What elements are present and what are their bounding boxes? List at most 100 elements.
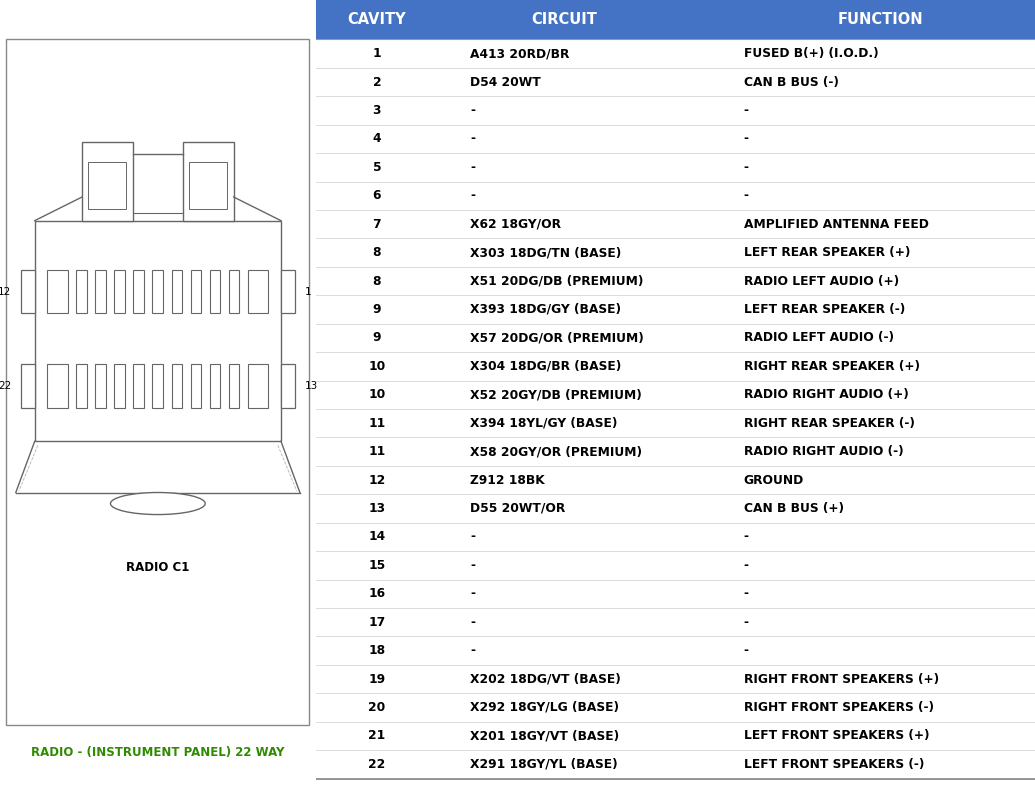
Text: 5: 5 [373, 161, 381, 174]
Ellipse shape [111, 492, 205, 515]
Bar [48, 365, 68, 408]
Text: -: - [744, 587, 748, 600]
Text: 8: 8 [373, 274, 381, 288]
Text: GROUND: GROUND [744, 474, 804, 486]
Text: X58 20GY/OR (PREMIUM): X58 20GY/OR (PREMIUM) [470, 445, 643, 458]
Bar [21, 365, 35, 408]
Text: -: - [744, 559, 748, 572]
Text: 13: 13 [304, 381, 318, 391]
Text: X202 18DG/VT (BASE): X202 18DG/VT (BASE) [470, 672, 621, 686]
Text: 21: 21 [368, 730, 385, 742]
Text: LEFT FRONT SPEAKERS (+): LEFT FRONT SPEAKERS (+) [744, 730, 929, 742]
Text: 4: 4 [373, 132, 381, 146]
Text: 8: 8 [373, 246, 381, 259]
Text: 6: 6 [373, 189, 381, 203]
Text: X62 18GY/OR: X62 18GY/OR [470, 217, 561, 231]
Bar [316, 0, 1035, 39]
Text: X291 18GY/YL (BASE): X291 18GY/YL (BASE) [470, 758, 618, 771]
Text: -: - [470, 132, 475, 146]
Bar [190, 365, 202, 408]
Text: 9: 9 [373, 332, 381, 344]
Text: X292 18GY/LG (BASE): X292 18GY/LG (BASE) [470, 701, 619, 714]
Text: 20: 20 [368, 701, 385, 714]
Text: 12: 12 [368, 474, 385, 486]
Bar [210, 269, 220, 313]
Text: LEFT REAR SPEAKER (+): LEFT REAR SPEAKER (+) [744, 246, 910, 259]
Text: 10: 10 [368, 360, 385, 373]
Bar [152, 365, 164, 408]
Text: X394 18YL/GY (BASE): X394 18YL/GY (BASE) [470, 417, 618, 429]
Text: RIGHT FRONT SPEAKERS (-): RIGHT FRONT SPEAKERS (-) [744, 701, 934, 714]
Text: D55 20WT/OR: D55 20WT/OR [470, 502, 565, 515]
Text: A413 20RD/BR: A413 20RD/BR [470, 47, 569, 60]
Bar [172, 269, 182, 313]
Text: X52 20GY/DB (PREMIUM): X52 20GY/DB (PREMIUM) [470, 388, 642, 401]
Text: RADIO - (INSTRUMENT PANEL) 22 WAY: RADIO - (INSTRUMENT PANEL) 22 WAY [31, 746, 285, 759]
Text: X304 18DG/BR (BASE): X304 18DG/BR (BASE) [470, 360, 622, 373]
Bar [190, 269, 202, 313]
Text: -: - [470, 104, 475, 117]
Text: 16: 16 [368, 587, 385, 600]
Bar [229, 269, 239, 313]
Bar [247, 269, 268, 313]
Text: -: - [470, 587, 475, 600]
Text: AMPLIFIED ANTENNA FEED: AMPLIFIED ANTENNA FEED [744, 217, 928, 231]
Text: -: - [744, 104, 748, 117]
Text: -: - [470, 559, 475, 572]
Text: -: - [470, 189, 475, 203]
Text: 7: 7 [373, 217, 381, 231]
Text: 2: 2 [373, 76, 381, 88]
Bar [48, 269, 68, 313]
Text: -: - [744, 530, 748, 544]
Text: 3: 3 [373, 104, 381, 117]
Text: -: - [470, 615, 475, 629]
Text: LEFT REAR SPEAKER (-): LEFT REAR SPEAKER (-) [744, 303, 905, 316]
Text: 22: 22 [0, 381, 11, 391]
Text: -: - [744, 132, 748, 146]
Text: -: - [744, 161, 748, 174]
Bar [77, 269, 87, 313]
Text: LEFT FRONT SPEAKERS (-): LEFT FRONT SPEAKERS (-) [744, 758, 924, 771]
Text: 17: 17 [368, 615, 385, 629]
Bar [183, 142, 234, 221]
Bar [247, 365, 268, 408]
Bar [77, 365, 87, 408]
Bar [280, 269, 295, 313]
Text: RADIO C1: RADIO C1 [126, 561, 189, 574]
Text: 19: 19 [368, 672, 385, 686]
Text: CAN B BUS (-): CAN B BUS (-) [744, 76, 838, 88]
Bar [152, 269, 164, 313]
Bar [6, 39, 309, 725]
Bar [134, 269, 144, 313]
Text: 12: 12 [0, 287, 11, 296]
Text: 1: 1 [304, 287, 312, 296]
Text: -: - [744, 189, 748, 203]
Bar [280, 365, 295, 408]
Text: 9: 9 [373, 303, 381, 316]
Text: RADIO RIGHT AUDIO (+): RADIO RIGHT AUDIO (+) [744, 388, 909, 401]
Text: 11: 11 [368, 417, 385, 429]
Text: CIRCUIT: CIRCUIT [531, 12, 597, 28]
Text: FUSED B(+) (I.O.D.): FUSED B(+) (I.O.D.) [744, 47, 879, 60]
Bar [35, 221, 280, 441]
Text: 14: 14 [368, 530, 385, 544]
Text: RIGHT FRONT SPEAKERS (+): RIGHT FRONT SPEAKERS (+) [744, 672, 939, 686]
Text: X303 18DG/TN (BASE): X303 18DG/TN (BASE) [470, 246, 622, 259]
Text: 11: 11 [368, 445, 385, 458]
Text: RADIO LEFT AUDIO (-): RADIO LEFT AUDIO (-) [744, 332, 893, 344]
Text: RIGHT REAR SPEAKER (+): RIGHT REAR SPEAKER (+) [744, 360, 920, 373]
Bar [189, 162, 228, 209]
Text: 15: 15 [368, 559, 385, 572]
Bar [210, 365, 220, 408]
Bar [88, 162, 126, 209]
Text: 1: 1 [373, 47, 381, 60]
Bar [134, 365, 144, 408]
Text: X51 20DG/DB (PREMIUM): X51 20DG/DB (PREMIUM) [470, 274, 644, 288]
Text: RADIO LEFT AUDIO (+): RADIO LEFT AUDIO (+) [744, 274, 898, 288]
Text: X57 20DG/OR (PREMIUM): X57 20DG/OR (PREMIUM) [470, 332, 644, 344]
Text: X393 18DG/GY (BASE): X393 18DG/GY (BASE) [470, 303, 621, 316]
Text: X201 18GY/VT (BASE): X201 18GY/VT (BASE) [470, 730, 620, 742]
Text: CAN B BUS (+): CAN B BUS (+) [744, 502, 844, 515]
Text: Z912 18BK: Z912 18BK [470, 474, 545, 486]
Text: RIGHT REAR SPEAKER (-): RIGHT REAR SPEAKER (-) [744, 417, 915, 429]
